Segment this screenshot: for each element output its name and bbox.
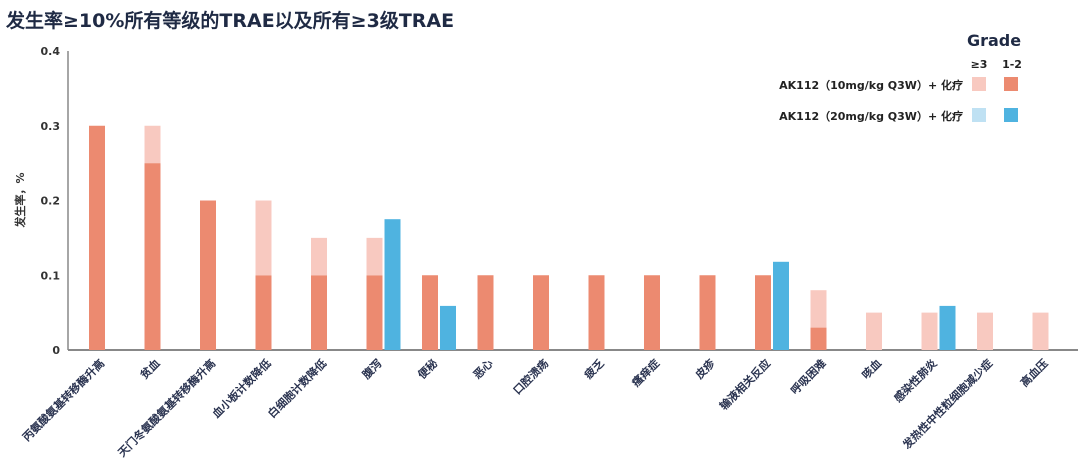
x-tick-label: 皮疹 [691, 356, 718, 383]
bar-20mg-grade-1-2 [939, 305, 956, 350]
bar-10mg-grade-3-plus [366, 237, 383, 276]
x-tick-label: 瘙痒症 [628, 356, 662, 390]
x-tick-label: 血小板计数降低 [209, 356, 273, 420]
bar-10mg-grade-1-2 [533, 275, 549, 350]
x-tick-label: 呼吸困难 [788, 356, 829, 397]
bar-10mg-grade-3-plus [866, 312, 882, 350]
bar-10mg-grade-3-plus [810, 290, 827, 328]
x-tick-label: 口腔溃疡 [510, 356, 551, 397]
bar-10mg-grade-3-plus [921, 312, 938, 350]
y-tick-label: 0.3 [41, 120, 61, 133]
y-axis-label: 发生率，% [13, 172, 27, 228]
x-tick-label: 贫血 [137, 356, 162, 381]
bar-10mg-grade-1-2 [311, 275, 327, 350]
legend-swatch-grade-1-2 [1004, 108, 1018, 122]
bar-20mg-grade-1-2 [773, 261, 789, 350]
legend-column-grade-1-2: 1-2 [1002, 58, 1022, 71]
bar-20mg-grade-1-2 [440, 305, 456, 350]
y-tick-label: 0.1 [41, 269, 61, 282]
bar-10mg-grade-1-2 [255, 275, 272, 350]
legend-series-label: AK112（20mg/kg Q3W）+ 化疗 [779, 109, 963, 123]
x-tick-label: 白细胞计数降低 [265, 356, 329, 420]
x-tick-label: 恶心 [471, 357, 496, 382]
legend-swatch-grade-1-2 [1004, 77, 1018, 91]
bar-10mg-grade-1-2 [366, 275, 383, 350]
x-tick-label: 丙氨酸氨基转移酶升高 [19, 356, 107, 444]
x-tick-label: 感染性肺炎 [891, 356, 940, 405]
bar-10mg-grade-1-2 [200, 200, 216, 350]
y-tick-label: 0.4 [41, 45, 61, 58]
bar-10mg-grade-1-2 [477, 275, 494, 350]
legend-title: Grade [967, 31, 1021, 50]
bar-10mg-grade-3-plus [1032, 312, 1049, 350]
chart-title: 发生率≥10%所有等级的TRAE以及所有≥3级TRAE [6, 10, 455, 32]
bar-10mg-grade-1-2 [89, 125, 105, 350]
bar-10mg-grade-1-2 [699, 275, 716, 350]
x-tick-label: 咳血 [859, 356, 884, 381]
bar-10mg-grade-3-plus [977, 312, 993, 350]
x-tick-label: 发热性中性粒细胞减少症 [899, 356, 995, 452]
y-tick-label: 0.2 [41, 195, 61, 208]
x-tick-label: 疲乏 [581, 356, 606, 381]
bar-20mg-grade-1-2 [384, 219, 401, 350]
bar-10mg-grade-1-2 [588, 275, 605, 350]
x-tick-label: 天门冬氨酸氨基转移酶升高 [115, 356, 218, 459]
bar-10mg-grade-3-plus [311, 237, 327, 276]
x-tick-label: 输液相关反应 [717, 356, 774, 413]
y-tick-label: 0 [52, 344, 60, 357]
x-tick-label: 便秘 [415, 356, 440, 381]
bar-10mg-grade-1-2 [144, 163, 161, 350]
bar-10mg-grade-1-2 [422, 275, 438, 350]
legend-series-label: AK112（10mg/kg Q3W）+ 化疗 [779, 78, 963, 92]
x-tick-label: 腹泻 [359, 356, 384, 381]
bar-10mg-grade-3-plus [255, 200, 272, 276]
legend-swatch-grade-3-plus [972, 108, 986, 122]
bar-10mg-grade-3-plus [144, 125, 161, 164]
legend-column-grade-3-plus: ≥3 [971, 58, 988, 71]
legend-swatch-grade-3-plus [972, 77, 986, 91]
bar-10mg-grade-1-2 [755, 275, 771, 350]
bar-10mg-grade-1-2 [810, 327, 827, 350]
x-tick-label: 高血压 [1017, 356, 1050, 389]
bar-10mg-grade-1-2 [644, 275, 660, 350]
